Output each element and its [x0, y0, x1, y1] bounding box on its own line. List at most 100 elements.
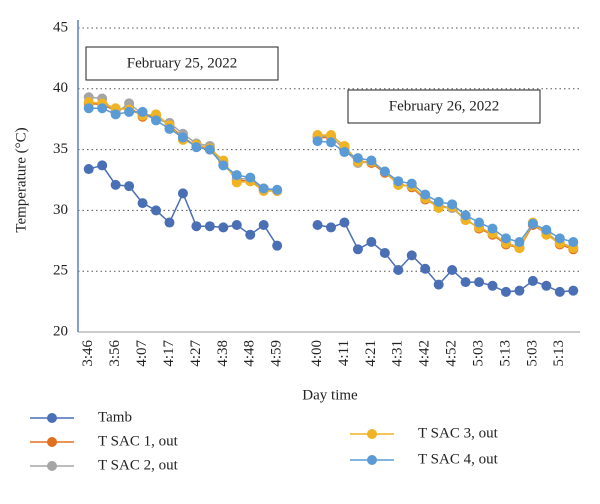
legend-label: T SAC 2, out: [98, 457, 179, 473]
data-point: [339, 217, 350, 228]
y-tick-label: 20: [53, 323, 68, 339]
data-point: [218, 222, 229, 233]
data-point: [191, 142, 202, 153]
data-point: [447, 199, 458, 210]
series-line: [88, 107, 574, 243]
data-point: [541, 280, 552, 291]
data-point: [258, 219, 269, 230]
data-point: [460, 210, 471, 221]
x-tick-label: 4:21: [363, 340, 379, 367]
data-point: [204, 221, 215, 232]
y-tick-label: 40: [53, 80, 68, 96]
data-point: [124, 181, 135, 192]
legend-label: T SAC 1, out: [98, 433, 179, 449]
data-point: [137, 198, 148, 209]
x-tick-label: 3:46: [80, 340, 96, 367]
data-point: [204, 144, 215, 155]
data-point: [137, 106, 148, 117]
data-point: [312, 136, 323, 147]
legend-marker: [47, 437, 57, 447]
x-tick-label: 5:13: [497, 340, 513, 367]
data-point: [500, 233, 511, 244]
data-point: [366, 237, 377, 248]
data-point: [527, 275, 538, 286]
y-axis-label: Temperature (°C): [13, 127, 29, 232]
data-point: [110, 109, 121, 120]
data-point: [352, 244, 363, 255]
data-point: [177, 132, 188, 143]
x-tick-label: 4:59: [269, 340, 285, 367]
x-tick-label: 4:31: [390, 340, 406, 367]
data-point: [487, 280, 498, 291]
data-point: [151, 115, 162, 126]
data-point: [83, 164, 94, 175]
annotation-box: [347, 89, 541, 124]
x-tick-label: 4:11: [336, 340, 352, 366]
legend-marker: [47, 461, 57, 471]
data-point: [151, 205, 162, 216]
data-point: [312, 219, 323, 230]
data-point: [420, 189, 431, 200]
y-tick-label: 30: [53, 202, 68, 218]
x-tick-label: 4:38: [215, 340, 231, 367]
data-point: [433, 196, 444, 207]
legend-marker: [367, 429, 377, 439]
data-point: [393, 176, 404, 187]
y-tick-label: 35: [53, 141, 68, 157]
data-point: [272, 240, 283, 251]
x-tick-label: 4:07: [134, 340, 150, 367]
data-point: [474, 217, 485, 228]
y-tick-label: 25: [53, 263, 68, 279]
data-point: [326, 137, 336, 148]
legend-label: T SAC 3, out: [418, 425, 499, 441]
data-point: [447, 264, 458, 275]
data-point: [339, 147, 350, 158]
data-point: [110, 179, 121, 190]
data-point: [83, 103, 94, 114]
data-point: [406, 178, 417, 189]
data-point: [258, 183, 269, 194]
x-tick-label: 5:03: [470, 340, 486, 367]
data-point: [164, 217, 175, 228]
data-point: [406, 250, 417, 261]
data-point: [541, 224, 552, 235]
x-tick-label: 4:00: [309, 340, 325, 367]
data-point: [379, 166, 390, 177]
data-point: [272, 184, 283, 195]
data-point: [231, 219, 242, 230]
data-point: [568, 285, 579, 296]
y-tick-label: 45: [53, 19, 68, 35]
data-point: [514, 237, 525, 248]
x-axis-label: Day time: [302, 387, 358, 403]
x-tick-label: 4:27: [188, 340, 204, 367]
data-point: [218, 160, 229, 171]
data-point: [97, 160, 108, 171]
annotation-box: [85, 46, 279, 81]
legend-marker: [367, 455, 377, 465]
data-point: [326, 222, 336, 233]
x-tick-label: 4:17: [161, 340, 177, 367]
data-point: [379, 247, 390, 258]
data-point: [554, 286, 565, 297]
data-point: [97, 103, 108, 114]
data-point: [164, 123, 175, 134]
data-point: [231, 170, 242, 181]
data-point: [568, 237, 579, 248]
data-point: [124, 106, 135, 117]
data-point: [420, 263, 431, 274]
data-point: [352, 153, 363, 164]
data-point: [231, 177, 242, 188]
annotation: February 25, 2022: [127, 55, 237, 71]
annotation: February 26, 2022: [389, 98, 499, 114]
data-point: [366, 155, 377, 166]
data-point: [527, 218, 538, 229]
data-point: [514, 285, 525, 296]
data-point: [245, 229, 256, 240]
data-point: [393, 264, 404, 275]
legend-label: T SAC 4, out: [418, 451, 499, 467]
data-point: [245, 172, 256, 183]
data-point: [474, 277, 485, 288]
data-point: [191, 221, 202, 232]
x-tick-label: 4:42: [417, 340, 433, 367]
